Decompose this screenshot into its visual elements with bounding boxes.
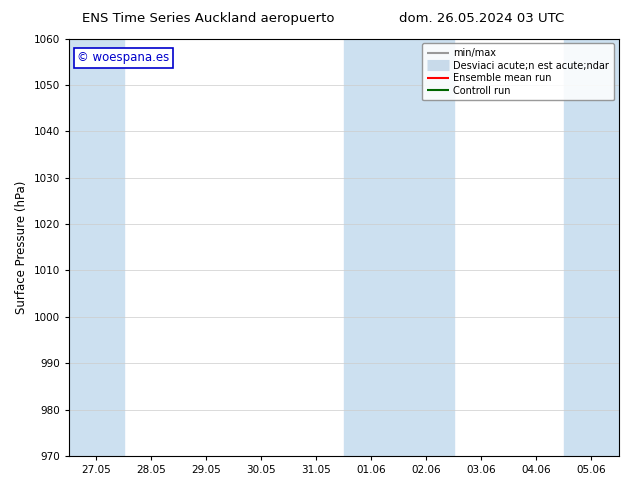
Y-axis label: Surface Pressure (hPa): Surface Pressure (hPa) <box>15 181 28 314</box>
Legend: min/max, Desviaci acute;n est acute;ndar, Ensemble mean run, Controll run: min/max, Desviaci acute;n est acute;ndar… <box>422 44 614 100</box>
Text: dom. 26.05.2024 03 UTC: dom. 26.05.2024 03 UTC <box>399 12 565 25</box>
Bar <box>344 39 454 456</box>
Bar <box>564 39 619 456</box>
Bar <box>69 39 124 456</box>
Text: ENS Time Series Auckland aeropuerto: ENS Time Series Auckland aeropuerto <box>82 12 335 25</box>
Text: © woespana.es: © woespana.es <box>77 51 169 64</box>
